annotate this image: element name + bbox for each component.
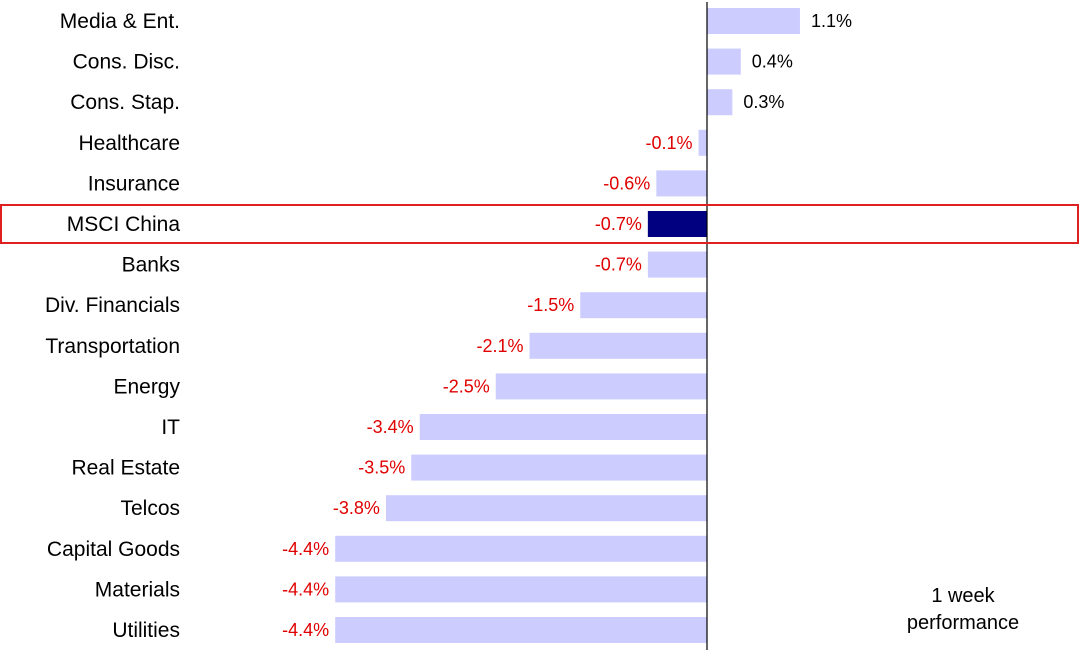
bar-materials [335, 576, 707, 603]
category-label-banks: Banks [122, 254, 180, 277]
highlight-box [0, 204, 1079, 244]
value-label-it: -3.4% [367, 417, 414, 437]
value-label-div-financials: -1.5% [527, 295, 574, 315]
value-label-cons-disc: 0.4% [752, 52, 793, 72]
category-label-msci-china: MSCI China [67, 213, 181, 236]
value-label-transportation: -2.1% [477, 336, 524, 356]
category-label-energy: Energy [113, 375, 180, 398]
bar-healthcare [698, 129, 707, 156]
bar-banks [647, 251, 707, 278]
caption-line-2: performance [907, 612, 1019, 634]
category-label-healthcare: Healthcare [78, 132, 180, 155]
category-label-insurance: Insurance [88, 172, 180, 195]
value-label-real-estate: -3.5% [358, 458, 405, 478]
category-label-cons-stap: Cons. Stap. [70, 91, 180, 114]
value-label-utilities: -4.4% [282, 620, 329, 640]
value-label-telcos: -3.8% [333, 498, 380, 518]
value-label-banks: -0.7% [595, 255, 642, 275]
value-label-capital-goods: -4.4% [282, 539, 329, 559]
category-label-transportation: Transportation [45, 335, 180, 358]
category-label-div-financials: Div. Financials [45, 294, 180, 317]
bar-insurance [656, 170, 707, 197]
bar-media-ent [707, 8, 800, 34]
bar-cons-disc [707, 48, 741, 75]
category-label-capital-goods: Capital Goods [47, 538, 180, 561]
value-label-insurance: -0.6% [603, 173, 650, 193]
category-label-cons-disc: Cons. Disc. [73, 51, 180, 74]
bar-real-estate [411, 454, 707, 481]
bar-utilities [335, 617, 707, 643]
bars-group [335, 8, 800, 643]
bar-telcos [385, 495, 707, 522]
category-labels-group: Media & Ent. Cons. Disc. Cons. Stap. Health… [45, 10, 180, 642]
bar-it [419, 414, 707, 440]
value-label-msci-china: -0.7% [595, 214, 642, 234]
bar-energy [495, 373, 707, 400]
value-label-media-ent: 1.1% [811, 11, 852, 31]
category-label-media-ent: Media & Ent. [60, 10, 180, 33]
bar-div-financials [580, 292, 707, 319]
value-label-materials: -4.4% [282, 579, 329, 599]
bar-msci-china [647, 211, 707, 237]
value-label-energy: -2.5% [443, 376, 490, 396]
category-label-utilities: Utilities [112, 619, 180, 642]
category-label-telcos: Telcos [120, 497, 180, 520]
bar-capital-goods [335, 535, 707, 562]
category-label-real-estate: Real Estate [71, 457, 180, 480]
category-label-materials: Materials [95, 578, 180, 601]
category-label-it: IT [161, 416, 180, 439]
caption-line-1: 1 week [931, 585, 995, 607]
bar-transportation [529, 332, 707, 359]
bar-cons-stap [707, 89, 733, 116]
value-labels-group: 1.1% 0.4% 0.3% -0.1% -0.6% -0.7% -0.7% -1.5% -2.… [282, 11, 852, 640]
value-label-healthcare: -0.1% [646, 133, 693, 153]
value-label-cons-stap: 0.3% [743, 92, 784, 112]
